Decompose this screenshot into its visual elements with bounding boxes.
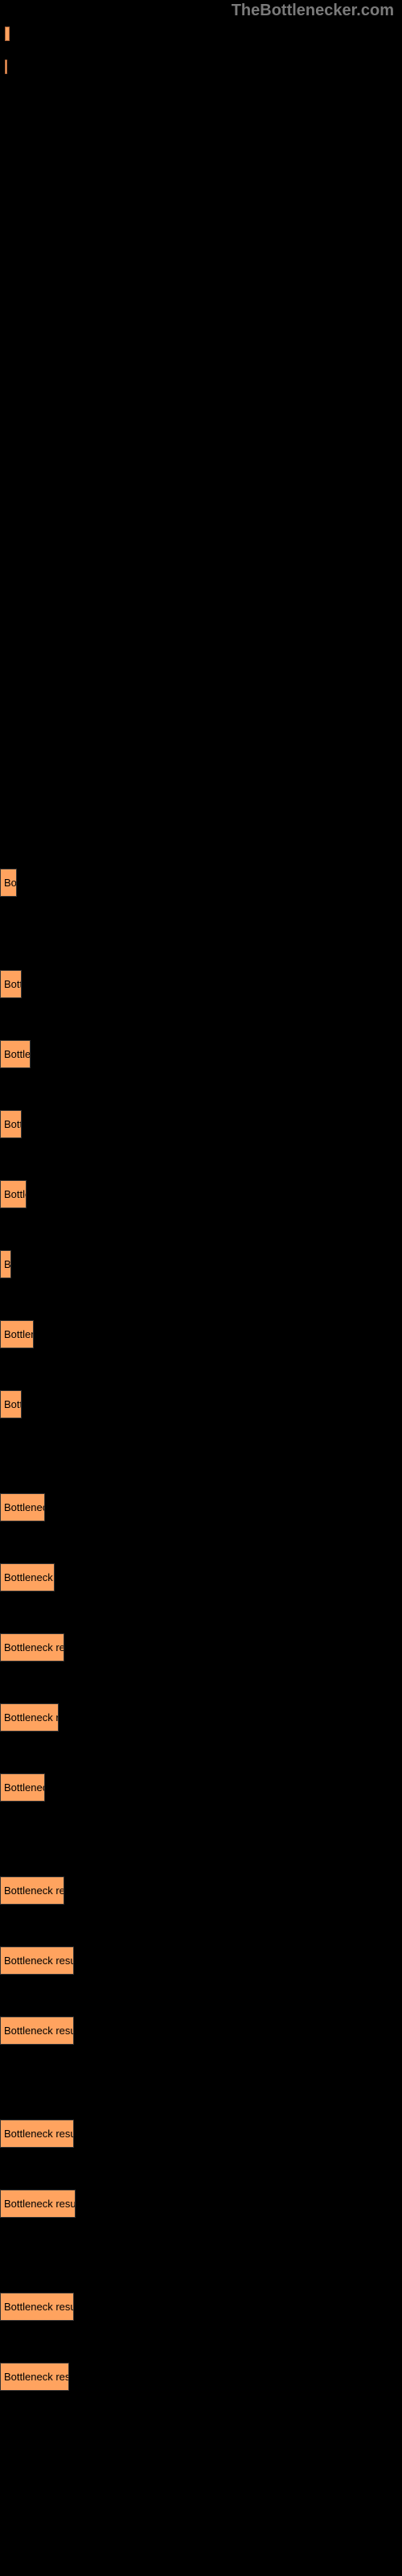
bar-label: Bottleneck resu	[4, 1641, 64, 1653]
bar-row: Bottle	[0, 1180, 27, 1208]
bar-label: Bottle	[4, 1188, 27, 1200]
bar-row: Bottleneck r	[0, 1493, 45, 1521]
bar-row: Bottlene	[0, 1320, 34, 1348]
bar-label: Bottleneck res	[4, 1711, 59, 1724]
bar-row: Bottleneck res	[0, 1703, 59, 1732]
bottleneck-bar: Bottl	[0, 1390, 22, 1418]
bar-label: Bottleneck result	[4, 2371, 69, 2383]
bar-row: Bottlen	[0, 1040, 31, 1068]
bottleneck-bar: Bottleneck result f	[0, 1946, 74, 1975]
bottleneck-bar: Bottleneck result	[0, 2293, 74, 2321]
bar-label: Bottleneck re	[4, 1571, 55, 1583]
bar-label: Bott	[4, 978, 22, 990]
bottleneck-bar: Bottle	[0, 1180, 27, 1208]
bottleneck-bar: Bott	[0, 970, 22, 998]
bottleneck-bar: Bottleneck res	[0, 1703, 59, 1732]
bottleneck-bar: Bottleneck resu	[0, 1876, 64, 1905]
bottleneck-bar: B	[0, 1250, 11, 1278]
bar-label: Bottleneck result f	[4, 2128, 74, 2140]
bottleneck-bar: Bottleneck result	[0, 2363, 69, 2391]
bottleneck-bar: Bottleneck result	[0, 2017, 74, 2045]
bar-row: Bottleneck resu	[0, 1876, 64, 1905]
bar-label: Bottlen	[4, 1048, 31, 1060]
bottleneck-bar: Bottleneck r	[0, 1493, 45, 1521]
bottleneck-bar: Bottleneck resu	[0, 1633, 64, 1662]
bar-row: Bottleneck result	[0, 2363, 69, 2391]
bar-label: Bottlene	[4, 1328, 34, 1340]
bar-label: Bottleneck result f	[4, 1955, 74, 1967]
bottleneck-bar: Bo	[0, 869, 17, 897]
bar-row: Bottleneck re	[0, 1563, 55, 1591]
bottleneck-bar: Bottlen	[0, 1040, 31, 1068]
bar-row: Bottleneck result f	[0, 1946, 74, 1975]
watermark-text: TheBottlenecker.com	[232, 2, 394, 20]
bar-row: Bott	[0, 970, 22, 998]
bar-row: Bottleneck result f	[0, 2190, 76, 2218]
bar-label: Bott	[4, 1118, 22, 1130]
bar-label: Bottleneck resu	[4, 1885, 64, 1897]
bar-label: Bo	[4, 877, 17, 889]
bar-row: Bottleneck resu	[0, 1633, 64, 1662]
bar-label: Bottleneck result f	[4, 2198, 76, 2210]
bottleneck-bar: Bottleneck result f	[0, 2190, 76, 2218]
bar-label: Bottleneck result	[4, 2301, 74, 2313]
bar-row: Bo	[0, 869, 17, 897]
bar-row: Bottleneck result f	[0, 2120, 74, 2148]
bar-label: Bottl	[4, 1398, 22, 1410]
bar-row: B	[0, 1250, 11, 1278]
bottleneck-bar: Bott	[0, 1110, 22, 1138]
bottleneck-bar: Bottleneck	[0, 1773, 45, 1802]
bar-row: Bottleneck	[0, 1773, 45, 1802]
bar-label: Bottleneck r	[4, 1501, 45, 1513]
bar-row: Bottleneck result	[0, 2293, 74, 2321]
bottleneck-bar: Bottleneck re	[0, 1563, 55, 1591]
small-bar-1	[5, 27, 10, 41]
bar-label: Bottleneck	[4, 1781, 45, 1794]
bar-row: Bottleneck result	[0, 2017, 74, 2045]
bottleneck-bar: Bottlene	[0, 1320, 34, 1348]
bar-row: Bott	[0, 1110, 22, 1138]
bar-row: Bottl	[0, 1390, 22, 1418]
bar-label: B	[4, 1258, 11, 1270]
bar-label: Bottleneck result	[4, 2025, 74, 2037]
bottleneck-bar: Bottleneck result f	[0, 2120, 74, 2148]
small-bar-2	[5, 60, 7, 74]
